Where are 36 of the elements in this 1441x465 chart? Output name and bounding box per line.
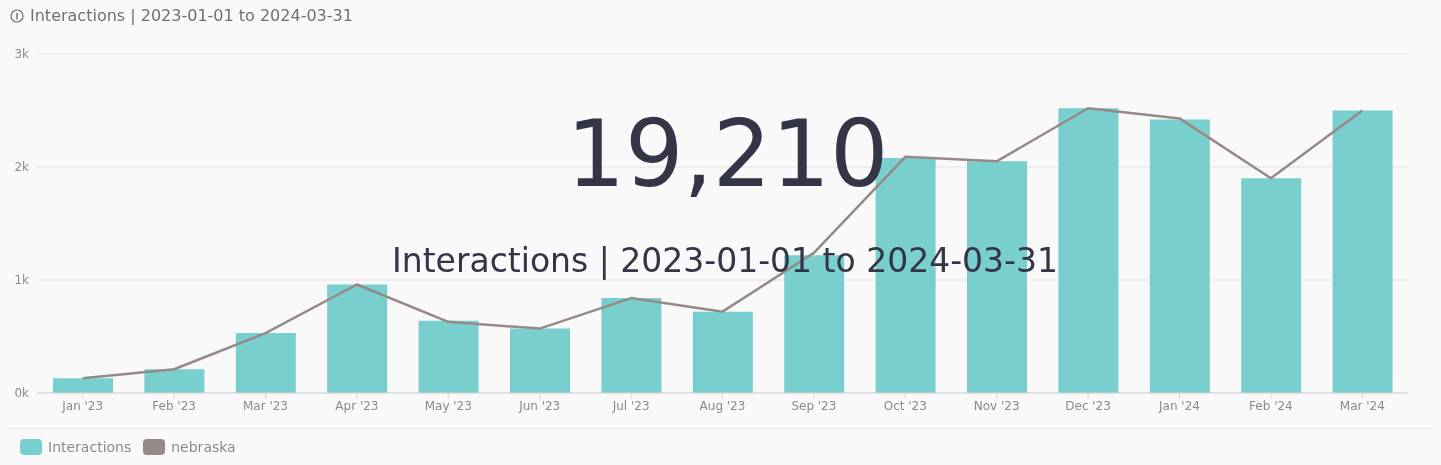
bar bbox=[53, 378, 113, 393]
bar bbox=[235, 333, 296, 393]
line-series bbox=[81, 106, 1364, 380]
x-tick-label: May '23 bbox=[424, 398, 472, 413]
y-tick-label: 2k bbox=[14, 160, 30, 175]
x-tick-label: Mar '23 bbox=[242, 398, 289, 413]
x-tick-label: Mar '24 bbox=[1339, 398, 1385, 413]
x-tick-label: Jun '23 bbox=[518, 398, 561, 413]
bar bbox=[601, 298, 662, 393]
bar bbox=[510, 328, 570, 393]
x-tick-label: Nov '23 bbox=[973, 398, 1020, 413]
legend-label: Interactions bbox=[47, 439, 132, 455]
x-tick-label: Sep '23 bbox=[791, 398, 837, 413]
bar bbox=[692, 311, 753, 393]
x-tick-label: Feb '24 bbox=[1249, 398, 1293, 413]
x-tick-label: Oct '23 bbox=[883, 398, 927, 413]
x-tick-label: Jan '23 bbox=[61, 398, 104, 413]
bar bbox=[1058, 108, 1119, 393]
legend-label: nebraska bbox=[170, 439, 236, 455]
x-tick-label: Jul '23 bbox=[611, 398, 650, 413]
y-tick-label: 0k bbox=[14, 386, 30, 401]
bar bbox=[1149, 119, 1210, 393]
bar bbox=[144, 369, 205, 393]
x-tick-label: Apr '23 bbox=[335, 398, 379, 413]
x-tick-label: Dec '23 bbox=[1065, 398, 1111, 413]
x-tick-label: Aug '23 bbox=[699, 398, 746, 413]
bar bbox=[1241, 178, 1302, 393]
y-tick-label: 1k bbox=[14, 273, 30, 288]
chart-title: Interactions | 2023-01-01 to 2024-03-31 bbox=[30, 6, 353, 25]
y-tick-label: 3k bbox=[14, 47, 30, 62]
bar bbox=[418, 320, 479, 393]
x-tick-label: Jan '24 bbox=[1158, 398, 1200, 413]
bar bbox=[1332, 110, 1393, 393]
x-tick-label: Feb '23 bbox=[152, 398, 196, 413]
bar bbox=[327, 284, 388, 393]
annotation: 19,210 bbox=[566, 101, 889, 208]
